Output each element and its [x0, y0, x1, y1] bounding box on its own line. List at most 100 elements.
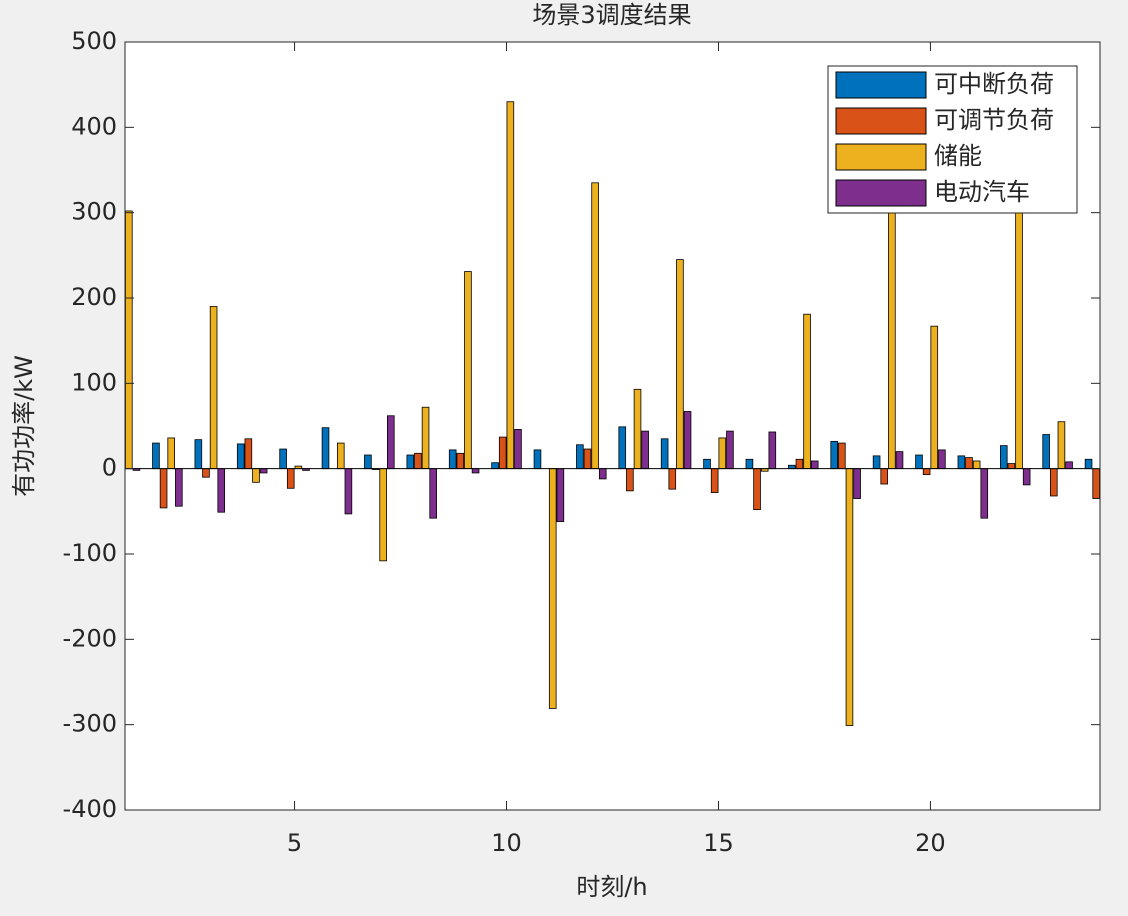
bar	[379, 468, 387, 562]
bar	[236, 443, 245, 470]
bar	[1042, 434, 1050, 470]
bar	[125, 210, 133, 470]
bar	[209, 306, 218, 470]
legend-swatch	[835, 179, 927, 207]
bar	[676, 259, 684, 470]
legend-label: 可调节负荷	[934, 106, 1054, 134]
bar	[788, 464, 796, 470]
bar	[922, 468, 931, 476]
bar	[491, 462, 499, 470]
legend-swatch	[835, 107, 927, 135]
bar	[930, 325, 939, 470]
plot-frame	[124, 41, 1101, 811]
y-tick-label: 300	[71, 198, 117, 226]
legend-swatch	[835, 143, 927, 171]
legend-label: 储能	[934, 142, 982, 170]
legend-label: 可中断负荷	[934, 70, 1054, 98]
bar	[1108, 464, 1115, 468]
bar	[583, 448, 592, 470]
y-tick-label: 100	[71, 368, 117, 396]
bar	[999, 445, 1008, 470]
bar	[957, 455, 966, 470]
bar	[845, 468, 854, 726]
bar	[159, 468, 168, 509]
y-tick-label: 400	[71, 112, 117, 140]
x-tick-label: 20	[915, 829, 946, 857]
bar	[387, 415, 395, 470]
y-tick-label: -400	[63, 795, 117, 823]
bar	[1015, 195, 1023, 470]
bar	[660, 438, 669, 470]
bar	[768, 431, 777, 470]
bar	[888, 195, 896, 470]
bar	[830, 440, 838, 470]
bar	[1084, 458, 1093, 470]
bar	[1007, 463, 1016, 470]
bar	[938, 449, 946, 470]
bar	[448, 449, 457, 470]
bar	[718, 437, 727, 470]
bar	[795, 458, 804, 470]
bars	[125, 101, 1115, 726]
y-tick-label: -200	[63, 624, 117, 652]
bar	[1022, 468, 1031, 486]
bar	[514, 429, 522, 470]
bar	[152, 442, 160, 470]
bar	[244, 438, 253, 470]
bar	[880, 468, 889, 485]
bar	[683, 411, 692, 470]
bar	[576, 444, 584, 470]
bar	[1057, 421, 1066, 470]
y-tick-label: -300	[63, 710, 117, 738]
bar	[414, 452, 422, 470]
bar	[745, 458, 754, 470]
bar	[279, 448, 287, 470]
bar	[965, 457, 973, 470]
bar	[548, 468, 557, 709]
bar	[506, 101, 515, 470]
bar	[668, 468, 677, 490]
bar	[810, 460, 819, 470]
bar	[626, 468, 634, 492]
bar	[167, 437, 175, 470]
bar	[980, 468, 989, 519]
y-axis-label: 有功功率/kW	[10, 355, 38, 497]
bar	[838, 442, 846, 470]
bar	[406, 454, 415, 470]
bar	[1100, 452, 1107, 469]
chart-title: 场景3调度结果	[532, 1, 691, 29]
bar	[456, 452, 465, 470]
bar	[1050, 468, 1058, 497]
bar	[641, 430, 649, 470]
bar	[1065, 461, 1073, 470]
y-tick-label: 500	[71, 27, 117, 55]
x-tick-label: 5	[287, 829, 302, 857]
bar	[598, 468, 607, 480]
bar	[321, 427, 330, 470]
bar	[618, 426, 627, 470]
bar	[556, 468, 565, 522]
bar	[872, 455, 881, 470]
bar	[252, 468, 260, 483]
bar	[726, 430, 734, 470]
bar	[972, 460, 981, 470]
bar	[853, 468, 861, 499]
bar	[464, 271, 472, 470]
bar	[421, 406, 430, 470]
y-tick-label: 200	[71, 283, 117, 311]
bar	[591, 182, 599, 470]
bar	[364, 454, 372, 470]
bar	[286, 468, 295, 489]
bar	[217, 468, 226, 513]
bar	[533, 449, 542, 470]
bar	[753, 468, 761, 511]
bar	[710, 468, 719, 493]
bar	[915, 454, 923, 470]
y-tick-label: -100	[63, 539, 117, 567]
bar	[895, 451, 904, 470]
bar	[1092, 468, 1100, 499]
bar	[344, 468, 353, 515]
bar	[175, 468, 183, 507]
